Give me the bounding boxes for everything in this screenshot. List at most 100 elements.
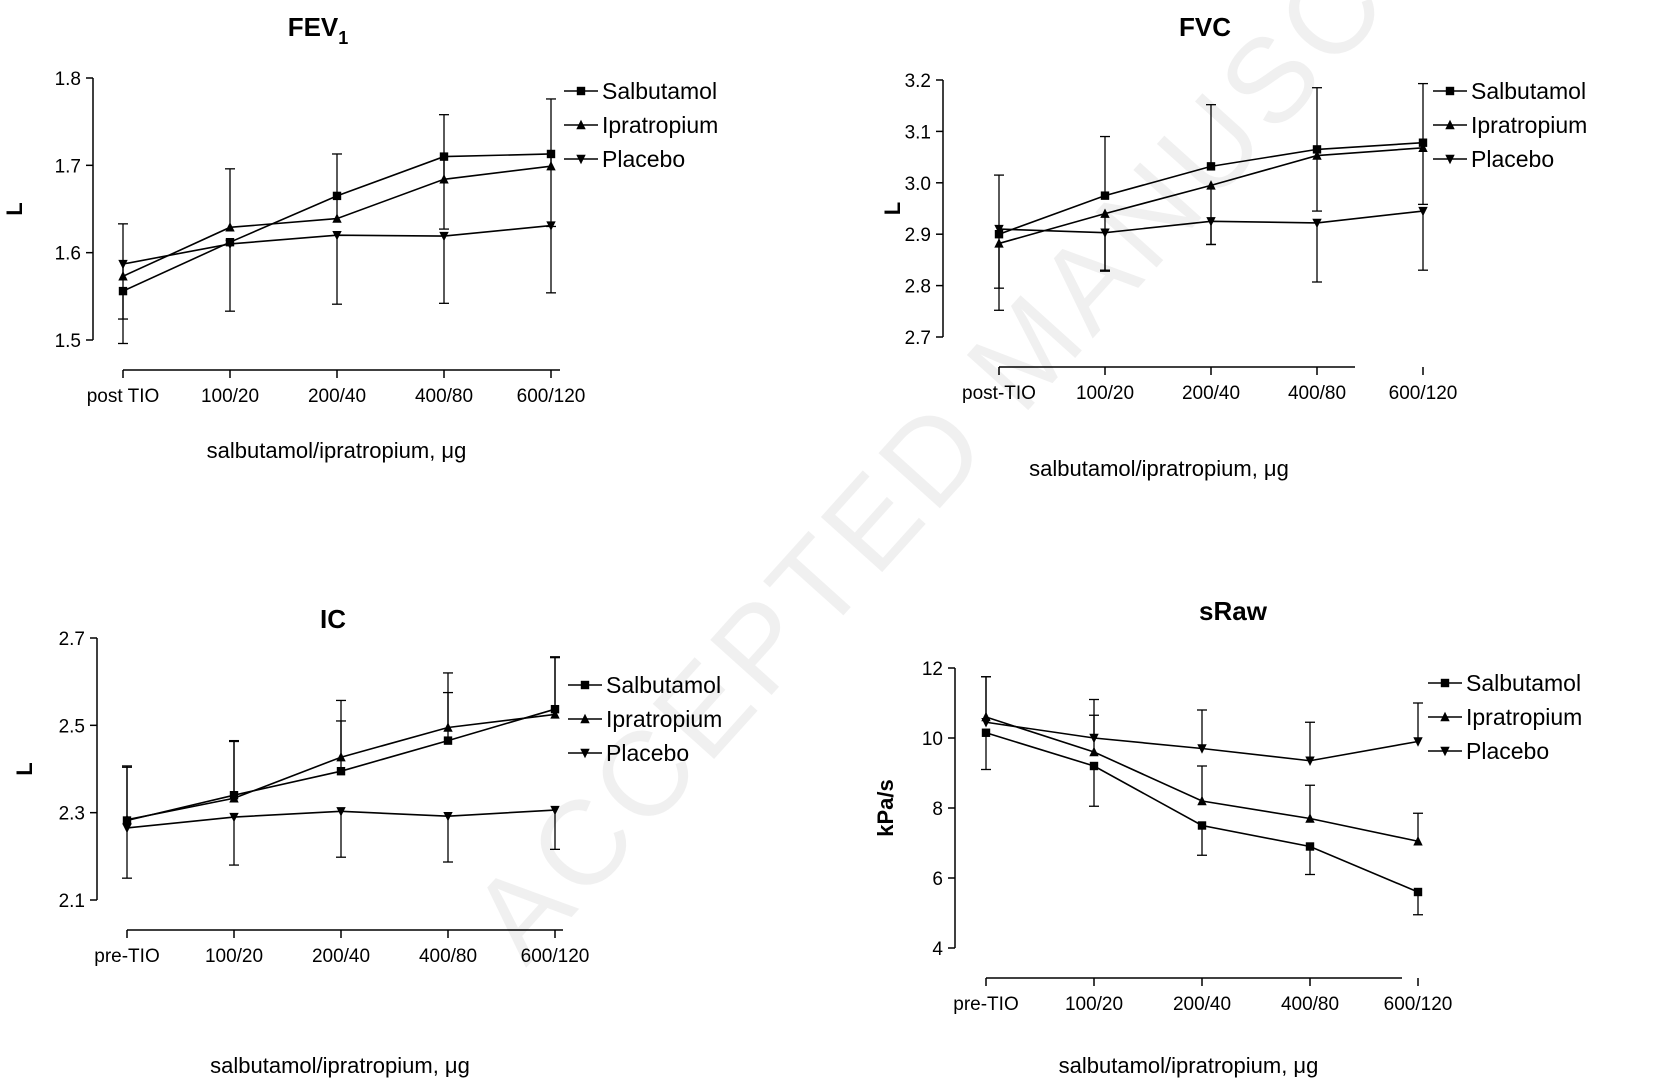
series-placebo (118, 221, 556, 320)
x-axis-label: salbutamol/ipratropium, μg (210, 1053, 470, 1078)
data-point (1089, 733, 1099, 744)
legend-label: Placebo (1471, 146, 1554, 172)
legend-label: Ipratropium (602, 112, 718, 138)
x-tick-label: pre-TIO (94, 946, 159, 967)
legend-marker (1445, 86, 1455, 96)
y-tick-label: 3.2 (905, 71, 931, 92)
legend-marker (576, 86, 586, 96)
series-placebo (122, 805, 560, 879)
series-line (985, 731, 1419, 893)
data-point (439, 231, 449, 242)
data-point (1305, 842, 1315, 851)
y-tick-label: 2.7 (59, 629, 85, 650)
data-point (443, 811, 453, 822)
y-axis-label: L (2, 202, 27, 215)
data-point (118, 259, 128, 270)
x-tick-label: 200/40 (1182, 383, 1240, 404)
data-point (1089, 761, 1099, 771)
data-point (546, 221, 556, 231)
x-tick-label: 600/120 (1384, 994, 1453, 1015)
y-tick-label: 10 (922, 729, 943, 750)
y-tick-label: 4 (932, 939, 943, 960)
chart-title-subscript: 1 (338, 28, 348, 48)
data-point (550, 805, 560, 816)
data-point (1312, 150, 1322, 160)
data-point (1206, 217, 1216, 227)
series-ipratropium (122, 657, 560, 824)
x-tick-label: 200/40 (312, 946, 370, 967)
data-point (1312, 145, 1322, 154)
y-tick-label: 1.7 (55, 156, 81, 177)
chart-title: IC (320, 604, 346, 634)
y-tick-label: 1.8 (55, 69, 81, 90)
x-tick-label: 400/80 (1281, 994, 1339, 1015)
data-point (225, 239, 235, 250)
data-point (1206, 162, 1216, 171)
legend-marker (1440, 711, 1450, 722)
x-tick-label: 400/80 (419, 946, 477, 967)
x-tick-label: post TIO (87, 386, 160, 407)
data-point (1418, 206, 1428, 217)
y-axis-label: L (880, 202, 905, 215)
series-salbutamol (981, 728, 1423, 916)
legend-marker (576, 154, 586, 165)
data-point (439, 174, 449, 184)
y-tick-label: 12 (922, 659, 943, 680)
legend-marker (580, 713, 590, 724)
data-point (1413, 887, 1423, 897)
x-tick-label: 600/120 (517, 386, 586, 407)
legend-label: Salbutamol (606, 672, 721, 698)
data-point (443, 736, 453, 745)
x-tick-label: 200/40 (308, 386, 366, 407)
data-point (1413, 836, 1423, 846)
chart-title: FVC (1179, 12, 1231, 42)
y-tick-label: 2.3 (59, 804, 85, 825)
data-point (550, 709, 560, 719)
x-tick-label: 600/120 (521, 946, 590, 967)
x-axis-label: salbutamol/ipratropium, μg (1029, 456, 1289, 481)
chart-title: sRaw (1199, 596, 1268, 626)
y-tick-label: 2.1 (59, 891, 85, 912)
legend-label: Salbutamol (1466, 670, 1581, 696)
legend-marker (580, 680, 590, 690)
legend-label: Ipratropium (606, 706, 722, 732)
data-point (1305, 756, 1315, 766)
data-point (1100, 191, 1110, 200)
data-point (229, 793, 239, 803)
x-tick-label: 600/120 (1389, 383, 1458, 404)
y-tick-label: 3.1 (905, 122, 931, 143)
legend-marker (1440, 746, 1450, 757)
series-placebo (994, 206, 1428, 289)
legend-marker (580, 748, 590, 759)
data-point (332, 231, 342, 241)
x-tick-label: 400/80 (415, 386, 473, 407)
x-tick-label: pre-TIO (953, 994, 1018, 1015)
legend-label: Ipratropium (1466, 704, 1582, 730)
legend-label: Ipratropium (1471, 112, 1587, 138)
chart-panel-2: IC 2.1 2.3 2.5 2.7 pre-TIO 100/20 200/40 400/80 6… (12, 604, 722, 1078)
data-point (1312, 218, 1322, 229)
data-point (122, 814, 132, 824)
data-point (1418, 142, 1428, 153)
data-point (1206, 180, 1216, 190)
legend-marker (1445, 119, 1455, 130)
series-ipratropium (118, 98, 556, 281)
data-point (1100, 228, 1110, 238)
data-point (336, 752, 346, 762)
data-point (122, 823, 132, 834)
legend-marker (1440, 678, 1450, 688)
y-axis-label: kPa/s (873, 779, 898, 837)
data-point (1197, 821, 1207, 830)
y-tick-label: 2.7 (905, 328, 931, 349)
legend-label: Placebo (606, 740, 689, 766)
chart-title: FEV1 (288, 12, 349, 48)
data-point (546, 161, 556, 171)
y-axis-label: L (12, 762, 37, 775)
data-point (1197, 744, 1207, 754)
data-point (443, 722, 453, 732)
y-tick-label: 2.9 (905, 225, 931, 246)
x-tick-label: 100/20 (201, 386, 259, 407)
x-tick-label: 400/80 (1288, 383, 1346, 404)
y-tick-label: 1.5 (55, 331, 81, 352)
